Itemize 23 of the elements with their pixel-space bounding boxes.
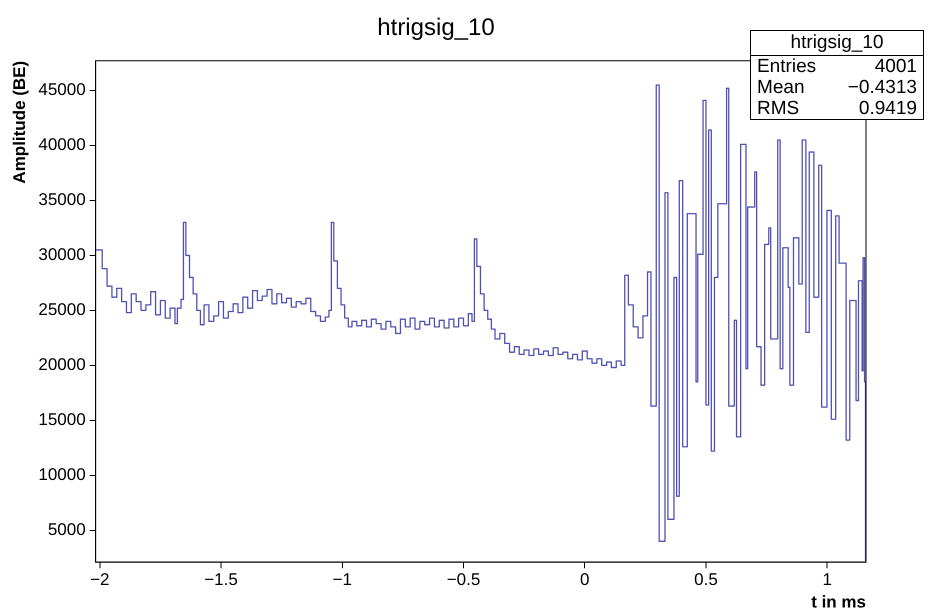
x-tick-label: 0: [580, 570, 590, 590]
x-tick-label: −1.5: [204, 570, 238, 590]
y-tick-label: 35000: [38, 190, 86, 210]
chart-title: htrigsig_10: [377, 14, 495, 42]
text: Mean −0.4313: [757, 77, 917, 98]
text: Entries 4001: [757, 56, 917, 77]
y-tick-label: 5000: [48, 520, 86, 539]
y-tick-label: 30000: [38, 245, 86, 264]
x-tick-label: 0.5: [694, 570, 718, 590]
x-tick-label: −1: [332, 570, 352, 590]
x-tick-label: −2: [90, 570, 110, 590]
y-tick-label: 40000: [38, 135, 86, 154]
y-tick-label: 20000: [38, 355, 86, 374]
text: htrigsig_10: [751, 31, 923, 56]
y-tick-label: 45000: [38, 80, 86, 100]
y-tick-label: 25000: [38, 300, 86, 320]
y-axis-title: Amplitude (BE): [10, 60, 29, 184]
x-axis-title: t in ms: [811, 592, 866, 612]
x-tick-label: 1: [822, 570, 832, 590]
y-tick-label: 10000: [38, 465, 86, 484]
x-tick-label: −0.5: [446, 570, 480, 590]
y-tick-label: 15000: [38, 410, 86, 430]
text: RMS 0.9419: [757, 98, 917, 119]
